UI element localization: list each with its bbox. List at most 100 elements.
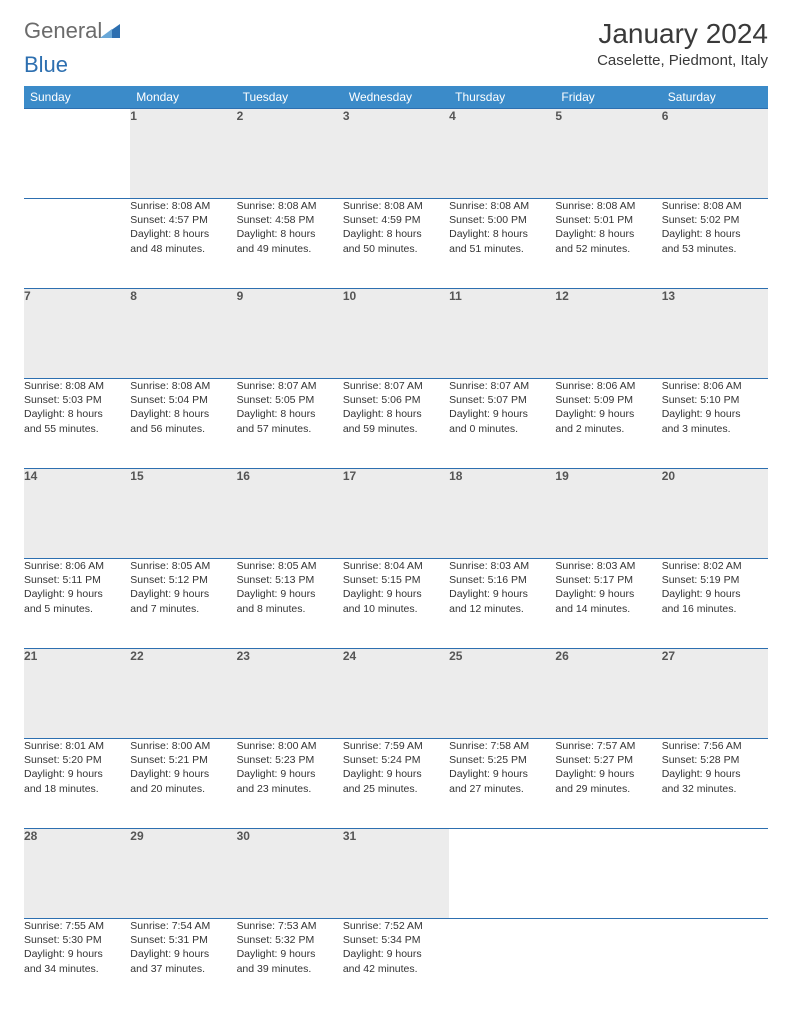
header: GeneralBlue January 2024 Caselette, Pied… — [24, 18, 768, 78]
sunset-text: Sunset: 4:59 PM — [343, 213, 449, 227]
weekday-header: Friday — [555, 86, 661, 109]
daylight-text-1: Daylight: 9 hours — [449, 767, 555, 781]
daylight-text-2: and 34 minutes. — [24, 962, 130, 976]
day-content-cell: Sunrise: 8:08 AMSunset: 5:03 PMDaylight:… — [24, 379, 130, 469]
day-content-cell — [555, 919, 661, 1009]
sunset-text: Sunset: 5:20 PM — [24, 753, 130, 767]
daylight-text-1: Daylight: 8 hours — [449, 227, 555, 241]
sunset-text: Sunset: 5:13 PM — [237, 573, 343, 587]
sunrise-text: Sunrise: 8:08 AM — [662, 199, 768, 213]
daylight-text-1: Daylight: 9 hours — [24, 587, 130, 601]
sunrise-text: Sunrise: 7:54 AM — [130, 919, 236, 933]
sunrise-text: Sunrise: 8:08 AM — [130, 379, 236, 393]
day-content-cell: Sunrise: 8:08 AMSunset: 5:04 PMDaylight:… — [130, 379, 236, 469]
sunrise-text: Sunrise: 8:06 AM — [662, 379, 768, 393]
daylight-text-2: and 51 minutes. — [449, 242, 555, 256]
sunrise-text: Sunrise: 7:56 AM — [662, 739, 768, 753]
sunset-text: Sunset: 5:00 PM — [449, 213, 555, 227]
daylight-text-2: and 12 minutes. — [449, 602, 555, 616]
sunrise-text: Sunrise: 8:05 AM — [130, 559, 236, 573]
day-number-cell — [662, 829, 768, 919]
sunset-text: Sunset: 5:34 PM — [343, 933, 449, 947]
day-content-cell: Sunrise: 8:07 AMSunset: 5:06 PMDaylight:… — [343, 379, 449, 469]
weekday-header: Wednesday — [343, 86, 449, 109]
daylight-text-2: and 50 minutes. — [343, 242, 449, 256]
day-content-cell: Sunrise: 8:03 AMSunset: 5:16 PMDaylight:… — [449, 559, 555, 649]
daylight-text-1: Daylight: 9 hours — [555, 407, 661, 421]
day-number-cell: 16 — [237, 469, 343, 559]
sunset-text: Sunset: 5:12 PM — [130, 573, 236, 587]
logo: GeneralBlue — [24, 18, 120, 78]
weekday-header: Saturday — [662, 86, 768, 109]
daylight-text-1: Daylight: 9 hours — [343, 767, 449, 781]
sunrise-text: Sunrise: 8:08 AM — [237, 199, 343, 213]
day-content-cell — [662, 919, 768, 1009]
day-number-cell: 7 — [24, 289, 130, 379]
sunrise-text: Sunrise: 8:03 AM — [555, 559, 661, 573]
sunset-text: Sunset: 5:05 PM — [237, 393, 343, 407]
daylight-text-1: Daylight: 9 hours — [237, 947, 343, 961]
sunset-text: Sunset: 5:32 PM — [237, 933, 343, 947]
weekday-header: Thursday — [449, 86, 555, 109]
day-content-cell: Sunrise: 8:01 AMSunset: 5:20 PMDaylight:… — [24, 739, 130, 829]
daylight-text-1: Daylight: 9 hours — [343, 587, 449, 601]
sunset-text: Sunset: 5:15 PM — [343, 573, 449, 587]
sunset-text: Sunset: 5:30 PM — [24, 933, 130, 947]
day-number-cell: 26 — [555, 649, 661, 739]
day-content-row: Sunrise: 8:08 AMSunset: 5:03 PMDaylight:… — [24, 379, 768, 469]
daylight-text-2: and 2 minutes. — [555, 422, 661, 436]
daylight-text-2: and 56 minutes. — [130, 422, 236, 436]
daylight-text-2: and 27 minutes. — [449, 782, 555, 796]
sunrise-text: Sunrise: 8:00 AM — [130, 739, 236, 753]
sunrise-text: Sunrise: 8:08 AM — [555, 199, 661, 213]
daylight-text-1: Daylight: 9 hours — [130, 767, 236, 781]
daylight-text-2: and 25 minutes. — [343, 782, 449, 796]
daylight-text-2: and 42 minutes. — [343, 962, 449, 976]
sunset-text: Sunset: 4:58 PM — [237, 213, 343, 227]
daylight-text-2: and 16 minutes. — [662, 602, 768, 616]
daylight-text-1: Daylight: 9 hours — [130, 587, 236, 601]
day-number-cell: 4 — [449, 109, 555, 199]
day-content-cell: Sunrise: 7:59 AMSunset: 5:24 PMDaylight:… — [343, 739, 449, 829]
day-number-cell: 17 — [343, 469, 449, 559]
sunrise-text: Sunrise: 8:07 AM — [343, 379, 449, 393]
day-content-cell: Sunrise: 8:07 AMSunset: 5:05 PMDaylight:… — [237, 379, 343, 469]
day-number-cell: 6 — [662, 109, 768, 199]
daylight-text-1: Daylight: 9 hours — [662, 767, 768, 781]
day-number-cell: 24 — [343, 649, 449, 739]
daylight-text-1: Daylight: 9 hours — [555, 587, 661, 601]
daylight-text-2: and 48 minutes. — [130, 242, 236, 256]
logo-text: GeneralBlue — [24, 18, 120, 78]
daylight-text-1: Daylight: 9 hours — [662, 587, 768, 601]
daylight-text-1: Daylight: 8 hours — [237, 227, 343, 241]
sunset-text: Sunset: 5:16 PM — [449, 573, 555, 587]
day-content-row: Sunrise: 8:01 AMSunset: 5:20 PMDaylight:… — [24, 739, 768, 829]
day-content-cell: Sunrise: 8:05 AMSunset: 5:12 PMDaylight:… — [130, 559, 236, 649]
day-number-cell: 30 — [237, 829, 343, 919]
daylight-text-1: Daylight: 9 hours — [343, 947, 449, 961]
daylight-text-2: and 8 minutes. — [237, 602, 343, 616]
daylight-text-2: and 55 minutes. — [24, 422, 130, 436]
day-content-cell: Sunrise: 8:08 AMSunset: 4:58 PMDaylight:… — [237, 199, 343, 289]
page: GeneralBlue January 2024 Caselette, Pied… — [0, 0, 792, 1027]
daylight-text-1: Daylight: 9 hours — [237, 767, 343, 781]
sunset-text: Sunset: 5:17 PM — [555, 573, 661, 587]
day-content-cell: Sunrise: 7:54 AMSunset: 5:31 PMDaylight:… — [130, 919, 236, 1009]
daylight-text-2: and 59 minutes. — [343, 422, 449, 436]
day-number-cell: 31 — [343, 829, 449, 919]
sunset-text: Sunset: 5:31 PM — [130, 933, 236, 947]
daylight-text-1: Daylight: 9 hours — [662, 407, 768, 421]
day-number-cell: 23 — [237, 649, 343, 739]
daylight-text-2: and 0 minutes. — [449, 422, 555, 436]
sunset-text: Sunset: 5:19 PM — [662, 573, 768, 587]
daylight-text-1: Daylight: 9 hours — [24, 947, 130, 961]
day-number-cell: 12 — [555, 289, 661, 379]
day-number-cell: 29 — [130, 829, 236, 919]
day-number-cell: 14 — [24, 469, 130, 559]
day-content-cell: Sunrise: 8:06 AMSunset: 5:10 PMDaylight:… — [662, 379, 768, 469]
day-number-cell: 22 — [130, 649, 236, 739]
weekday-header-row: Sunday Monday Tuesday Wednesday Thursday… — [24, 86, 768, 109]
daylight-text-2: and 49 minutes. — [237, 242, 343, 256]
daylight-text-2: and 52 minutes. — [555, 242, 661, 256]
sunset-text: Sunset: 5:21 PM — [130, 753, 236, 767]
